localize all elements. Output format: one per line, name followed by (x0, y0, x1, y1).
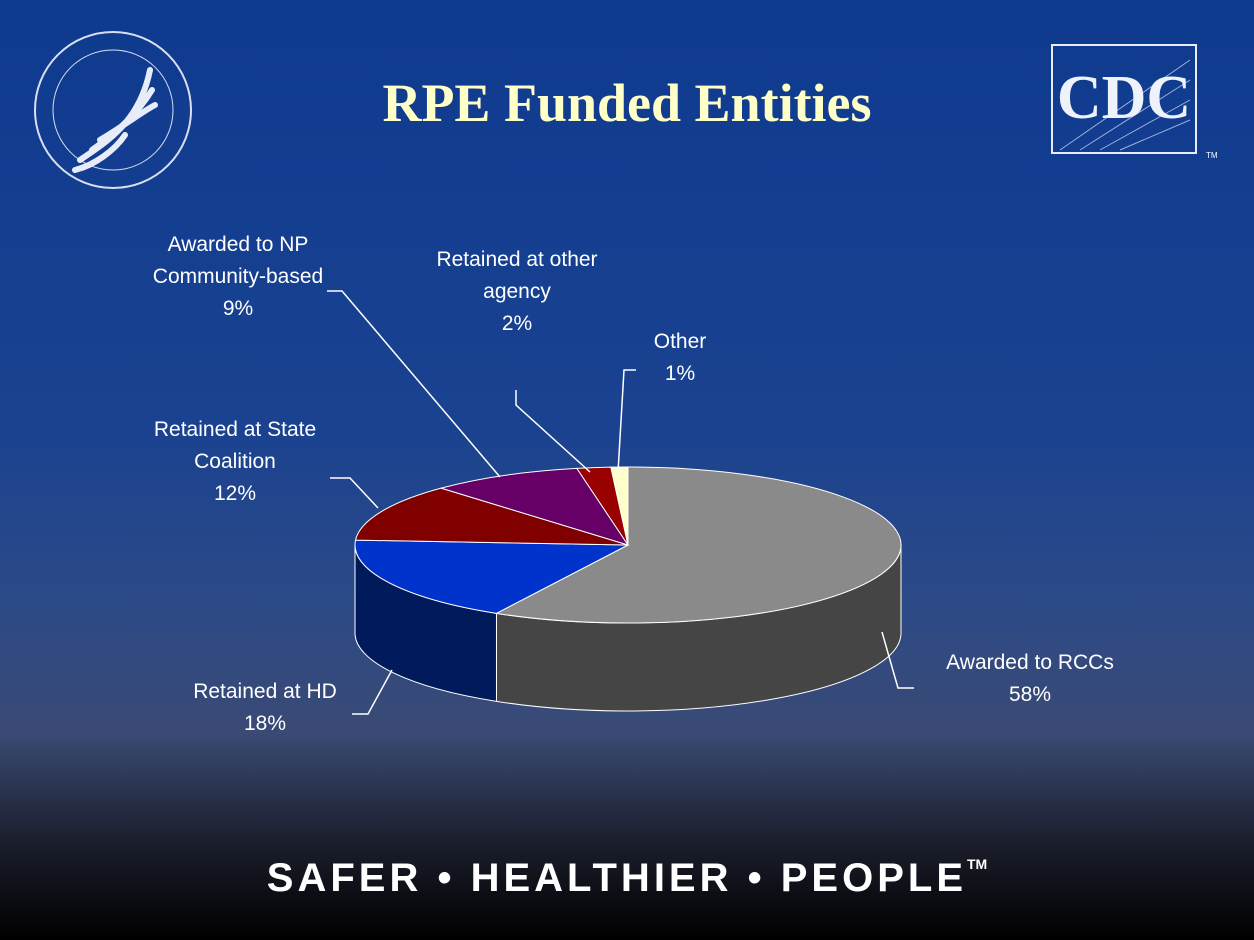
leader-line (617, 369, 636, 473)
logo-text: CDC (1057, 64, 1191, 132)
slice-label: Awarded to RCCs 58% (920, 647, 1140, 711)
category-label: Retained at HD (193, 680, 337, 703)
category-label: Retained at other agency (436, 248, 598, 303)
value-label: 9% (222, 297, 254, 320)
slice (439, 467, 630, 546)
footer-text: SAFER • HEALTHIER • PEOPLE (266, 856, 967, 900)
hhs-seal (34, 31, 192, 189)
cdc-logo: CDC TM (1051, 44, 1218, 160)
leader-lines (327, 290, 914, 715)
slice-label: Other 1% (620, 326, 740, 390)
footer: SAFER • HEALTHIER • PEOPLETM (0, 856, 1254, 901)
slice (610, 466, 629, 546)
value-label: 2% (501, 312, 533, 335)
slice-label: Retained at HD 18% (165, 676, 365, 740)
slice-label: Retained at State Coalition 12% (135, 414, 335, 510)
title: RPE Funded Entities (382, 73, 872, 133)
value-label: 18% (243, 712, 287, 735)
category-label: Awarded to NP Community-based (152, 233, 324, 288)
logo-mark: TM (1206, 151, 1218, 160)
leader-line (330, 477, 379, 509)
footer-mark: TM (967, 856, 988, 872)
slice (354, 539, 629, 614)
leader-line (327, 290, 501, 478)
slice (494, 466, 902, 624)
leader-line (515, 390, 591, 473)
slice (354, 487, 629, 546)
leader-line (881, 631, 914, 689)
value-label: 58% (1008, 683, 1052, 706)
category-label: Other (653, 330, 707, 353)
value-label: 1% (664, 362, 696, 385)
category-label: Retained at State Coalition (153, 418, 317, 473)
slice-label: Awarded to NP Community-based 9% (138, 229, 338, 325)
leader-line (352, 669, 393, 715)
category-label: Awarded to RCCs (946, 651, 1114, 674)
value-label: 12% (213, 482, 257, 505)
slice-label: Retained at other agency 2% (427, 244, 607, 340)
